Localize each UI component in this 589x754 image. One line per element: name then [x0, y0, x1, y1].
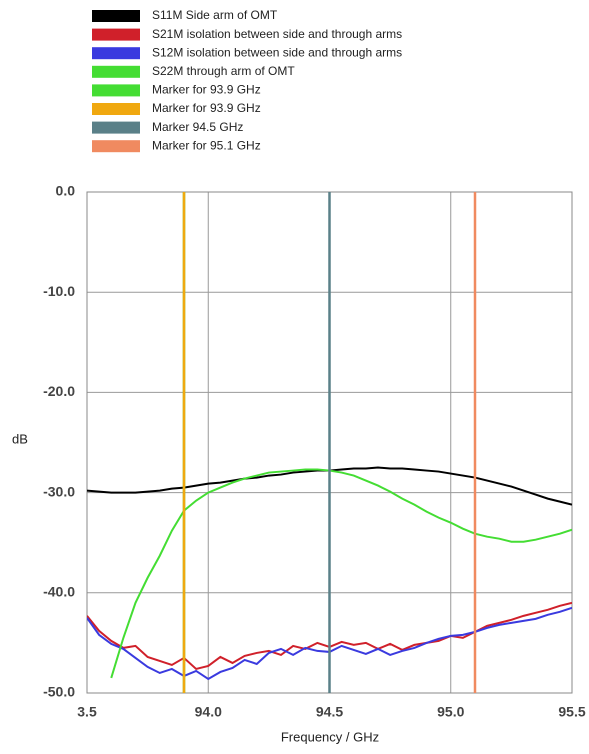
y-axis-label: dB	[12, 431, 28, 446]
x-tick-label: 94.5	[316, 704, 343, 720]
legend-swatch	[92, 10, 140, 22]
legend-swatch	[92, 140, 140, 153]
x-tick-label: 95.0	[437, 704, 464, 720]
legend-label: Marker 94.5 GHz	[152, 120, 243, 134]
x-tick-label: 94.0	[195, 704, 222, 720]
legend-label: S21M isolation between side and through …	[152, 27, 402, 41]
legend-swatch	[92, 103, 140, 115]
legend-label: S11M Side arm of OMT	[152, 8, 278, 22]
legend-label: S22M through arm of OMT	[152, 64, 295, 78]
x-tick-label: 3.5	[77, 704, 97, 720]
series-line	[110, 468, 572, 679]
y-tick-label: -50.0	[43, 684, 75, 700]
legend-label: Marker for 93.9 GHz	[152, 83, 261, 97]
legend-swatch	[92, 84, 140, 97]
y-tick-label: -10.0	[43, 283, 75, 299]
y-tick-label: -20.0	[43, 383, 75, 399]
legend-label: Marker for 95.1 GHz	[152, 138, 261, 152]
x-tick-label: 95.5	[558, 704, 585, 720]
y-tick-label: -30.0	[43, 483, 75, 499]
legend-swatch	[92, 28, 140, 41]
legend-label: S12M isolation between side and through …	[152, 45, 402, 59]
x-axis-label: Frequency / GHz	[281, 729, 379, 744]
plot-layer	[87, 192, 572, 693]
legend-swatch	[92, 47, 140, 60]
y-tick-label: -40.0	[43, 584, 75, 600]
legend-label: Marker for 93.9 GHz	[152, 101, 261, 115]
legend-swatch	[92, 121, 140, 134]
legend-swatch	[92, 65, 140, 78]
y-tick-label: 0.0	[56, 183, 76, 199]
